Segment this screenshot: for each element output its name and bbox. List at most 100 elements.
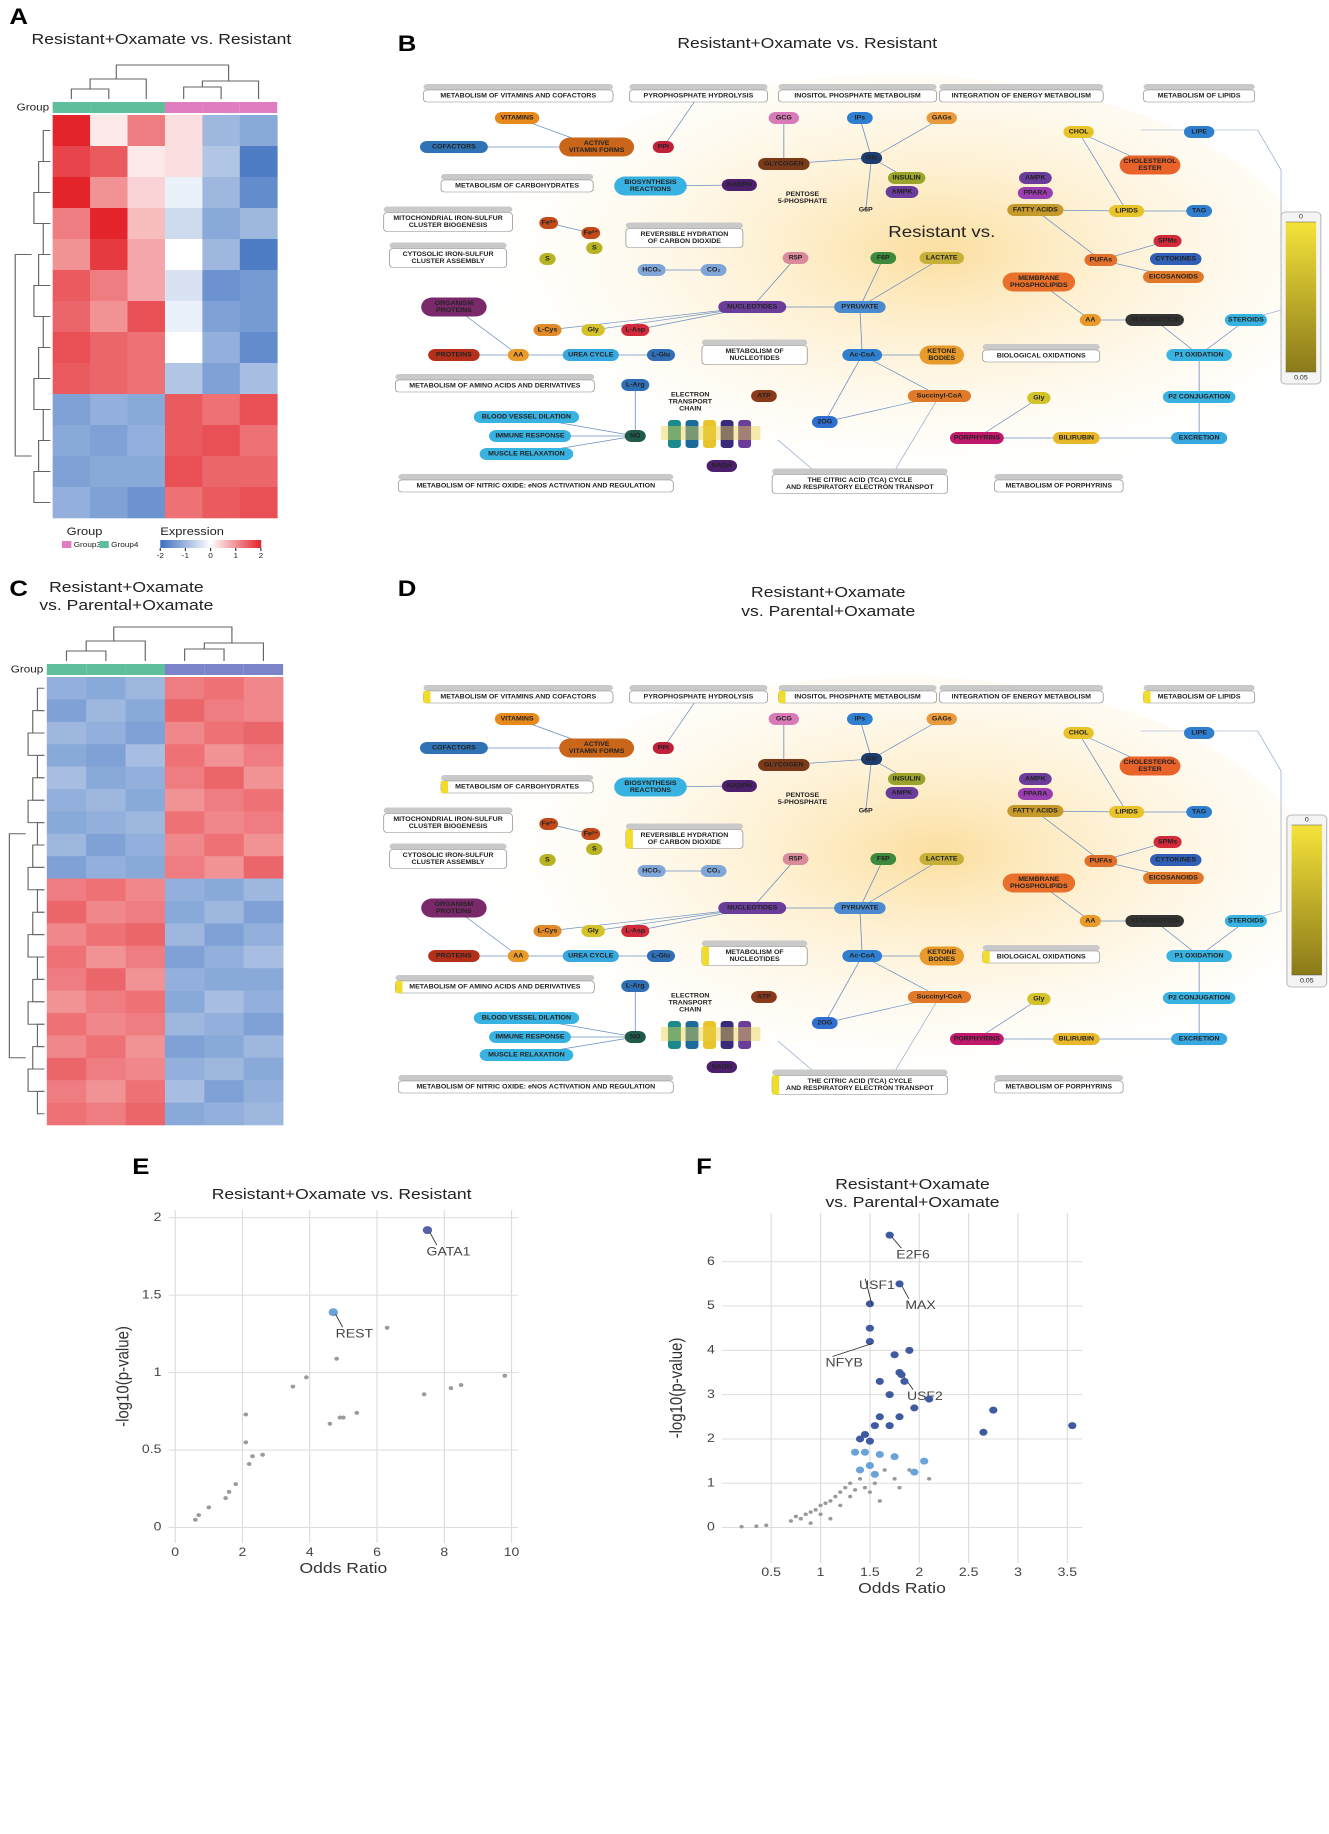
highlight — [1143, 691, 1151, 703]
metabolite — [811, 416, 838, 428]
node-label: INOSITOL PHOSPHATE METABOLISM — [794, 93, 920, 99]
heat-cell — [239, 146, 278, 178]
stat-bar — [383, 807, 513, 814]
x-tick-label: 10 — [504, 1545, 520, 1559]
heat-cell — [125, 1080, 166, 1103]
highlight — [982, 951, 990, 963]
connector — [1140, 129, 1282, 321]
metabolite — [494, 713, 540, 725]
node-label: CYTOSOLIC IRON-SULFUR — [403, 251, 494, 257]
metabolite — [1018, 773, 1052, 785]
edge — [871, 117, 942, 159]
point — [823, 1501, 828, 1505]
heat-cell — [164, 990, 205, 1014]
metabolite — [1084, 855, 1118, 867]
etc-complex — [703, 1021, 716, 1049]
node-label: METABOLISM OF LIPIDS — [1158, 694, 1241, 700]
heat-cell — [46, 878, 87, 902]
node-label: CLUSTER BIOGENESIS — [409, 222, 488, 228]
node-label: L-Arg — [626, 382, 645, 388]
colorbar — [235, 540, 239, 548]
edge — [859, 257, 884, 308]
metabolite — [842, 950, 883, 962]
x-axis-title: Odds Ratio — [299, 1560, 387, 1577]
pathway-box — [939, 690, 1104, 704]
node-label: BODIES — [928, 355, 956, 361]
heat-cell — [125, 789, 166, 812]
heat-cell — [125, 744, 166, 767]
node-label: OF CARBON DIOXIDE — [648, 238, 722, 244]
point — [848, 1481, 853, 1486]
heat-cell — [202, 363, 241, 395]
heat-cell — [52, 270, 91, 302]
membrane — [660, 426, 761, 440]
heat-cell — [243, 1013, 284, 1036]
metabolite — [581, 925, 605, 937]
node-label: NADH — [712, 463, 733, 469]
point — [788, 1519, 794, 1523]
y-tick-label: 1 — [154, 1365, 162, 1379]
heat-cell — [52, 115, 91, 147]
node-label: 5-PHOSPHATE — [778, 198, 828, 204]
metabolite — [1125, 915, 1184, 927]
metabolite — [646, 349, 676, 361]
heat-cell — [86, 721, 126, 745]
node-label: NADPH — [727, 783, 752, 789]
heat-cell — [52, 301, 91, 333]
membrane — [660, 1027, 761, 1041]
heat-cell — [204, 1102, 245, 1126]
label-leader — [864, 1278, 873, 1306]
dendrogram — [36, 956, 45, 980]
heat-cell — [46, 721, 87, 745]
node-label: Fe²⁺ — [584, 831, 599, 837]
metabolite — [847, 713, 873, 725]
heat-cell — [243, 744, 284, 767]
heat-cell — [243, 811, 284, 835]
point — [243, 1412, 249, 1417]
group-label: Group — [17, 102, 50, 113]
metabolite — [1063, 727, 1094, 739]
point — [458, 1383, 464, 1388]
point — [895, 1413, 904, 1421]
node-label: ESTER — [1138, 766, 1162, 772]
point — [260, 1452, 265, 1457]
point — [246, 1462, 252, 1467]
node-label: FATTY ACIDS — [1013, 808, 1059, 814]
dendrogram — [183, 86, 222, 99]
point — [833, 1494, 838, 1499]
dendrogram — [33, 285, 51, 317]
stat-bar — [398, 474, 674, 480]
heat-cell — [46, 923, 87, 947]
etc-complex — [668, 420, 681, 448]
group-bar — [125, 664, 165, 675]
node-label: NO — [630, 1034, 641, 1040]
point — [885, 1422, 894, 1430]
heat-cell — [164, 945, 205, 969]
node-label: PPi — [658, 745, 669, 751]
stat-bar — [939, 84, 1104, 90]
colorbar-tick-label: -2 — [157, 551, 164, 559]
colorbar — [182, 540, 186, 548]
metabolite — [1079, 314, 1101, 326]
pathway-box — [389, 849, 507, 869]
node-label: METABOLISM OF — [725, 949, 783, 955]
heat-cell — [52, 177, 91, 209]
heat-cell — [86, 811, 126, 835]
metabolite — [1084, 254, 1118, 266]
stat-bar — [772, 1069, 948, 1076]
node-label: MITOCHONDRIAL IRON-SULFUR — [393, 215, 503, 221]
heat-cell — [164, 677, 205, 700]
metabolite — [949, 432, 1004, 444]
node-label: R5P — [789, 255, 803, 261]
node-label: L-Glu — [652, 352, 670, 358]
panel-letter: B — [398, 32, 417, 57]
heat-cell — [164, 744, 205, 767]
metabolite — [1002, 873, 1076, 893]
node-label: LIPE — [1191, 730, 1207, 736]
heat-cell — [204, 811, 245, 835]
dendrogram — [14, 254, 32, 457]
heat-cell — [86, 1057, 126, 1081]
node-label: PPi — [658, 144, 669, 150]
heat-cell — [204, 744, 245, 767]
heat-cell — [164, 878, 205, 902]
